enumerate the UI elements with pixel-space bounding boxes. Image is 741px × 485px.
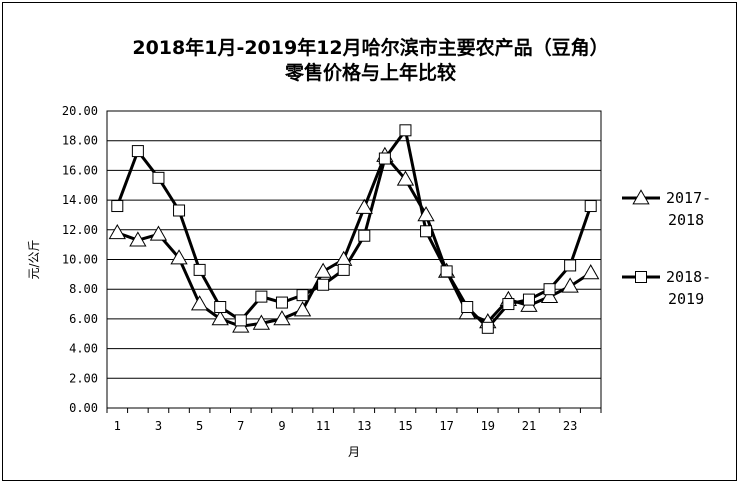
- point-marker-2018-2019: [502, 298, 515, 311]
- point-marker-2018-2019: [296, 289, 309, 302]
- x-axis-label: 月: [348, 445, 360, 459]
- point-marker-2017-2018: [170, 249, 188, 265]
- point-marker-2017-2018: [293, 301, 312, 317]
- x-tick-label: 21: [522, 419, 536, 433]
- point-marker-2017-2018: [540, 287, 559, 303]
- x-tick-label: 11: [316, 419, 330, 433]
- point-marker-2018-2019: [275, 296, 288, 309]
- point-marker-2018-2019: [193, 263, 206, 276]
- y-tick-label: 6.00: [69, 312, 98, 326]
- point-marker-2018-2019: [481, 321, 494, 334]
- y-tick-label: 18.00: [62, 134, 98, 148]
- point-marker-2017-2018: [211, 310, 229, 326]
- point-marker-2017-2018: [108, 223, 126, 240]
- y-tick-label: 14.00: [62, 193, 98, 207]
- y-tick-label: 4.00: [69, 342, 98, 356]
- point-marker-2017-2018: [129, 231, 147, 247]
- x-tick-label: 9: [278, 419, 285, 433]
- x-tick-label: 13: [357, 419, 371, 433]
- point-marker-2018-2019: [378, 152, 391, 165]
- x-tick-label: 17: [439, 419, 453, 433]
- point-marker-2017-2018: [273, 310, 291, 326]
- point-marker-2018-2019: [131, 145, 144, 158]
- point-marker-2018-2019: [214, 301, 227, 314]
- point-marker-2018-2019: [522, 293, 535, 306]
- point-marker-2018-2019: [584, 200, 597, 213]
- point-marker-2018-2019: [234, 314, 247, 327]
- point-marker-2018-2019: [440, 265, 453, 278]
- point-marker-2018-2019: [337, 263, 350, 276]
- point-marker-2018-2019: [317, 278, 330, 291]
- y-tick-label: 20.00: [62, 104, 98, 118]
- legend-marker-2017-2018: [632, 189, 650, 205]
- point-marker-2017-2018: [582, 264, 600, 280]
- x-tick-label: 15: [398, 419, 412, 433]
- point-marker-2018-2019: [564, 259, 577, 272]
- point-marker-2017-2018: [396, 170, 415, 186]
- y-tick-label: 8.00: [69, 282, 98, 296]
- y-tick-label: 0.00: [69, 401, 98, 415]
- point-marker-2017-2018: [417, 206, 435, 222]
- point-marker-2018-2019: [255, 290, 268, 303]
- legend-label-line1: 2017-: [666, 189, 711, 207]
- point-marker-2018-2019: [461, 301, 474, 314]
- point-marker-2017-2018: [561, 277, 579, 293]
- point-marker-2018-2019: [152, 171, 165, 184]
- point-marker-2017-2018: [149, 225, 168, 241]
- point-marker-2018-2019: [111, 200, 124, 213]
- point-marker-2018-2019: [173, 204, 186, 217]
- x-tick-label: 3: [155, 419, 162, 433]
- y-tick-label: 12.00: [62, 223, 98, 237]
- point-marker-2018-2019: [358, 229, 371, 242]
- x-tick-label: 19: [481, 419, 495, 433]
- point-marker-2017-2018: [190, 295, 209, 311]
- x-tick-label: 7: [237, 419, 244, 433]
- legend-label-line2: 2019: [668, 290, 704, 308]
- point-marker-2018-2019: [420, 225, 433, 238]
- point-marker-2017-2018: [252, 314, 271, 330]
- x-tick-label: 5: [196, 419, 203, 433]
- chart-title-line2: 零售价格与上年比较: [284, 62, 456, 84]
- point-marker-2018-2019: [399, 124, 412, 137]
- chart-title-line1: 2018年1月-2019年12月哈尔滨市主要农产品（豆角）: [132, 37, 609, 59]
- point-marker-2017-2018: [314, 262, 332, 278]
- y-tick-label: 2.00: [69, 371, 98, 385]
- y-tick-label: 16.00: [62, 163, 98, 177]
- legend-label-line1: 2018-: [666, 268, 711, 286]
- y-tick-label: 10.00: [62, 253, 98, 267]
- legend-label-line2: 2018: [668, 211, 704, 229]
- x-tick-label: 1: [114, 419, 121, 433]
- legend-marker-2018-2019: [635, 271, 647, 283]
- point-marker-2017-2018: [355, 198, 373, 214]
- x-tick-label: 23: [563, 419, 577, 433]
- point-marker-2018-2019: [543, 283, 556, 296]
- y-axis-label: 元/公斤: [27, 239, 41, 279]
